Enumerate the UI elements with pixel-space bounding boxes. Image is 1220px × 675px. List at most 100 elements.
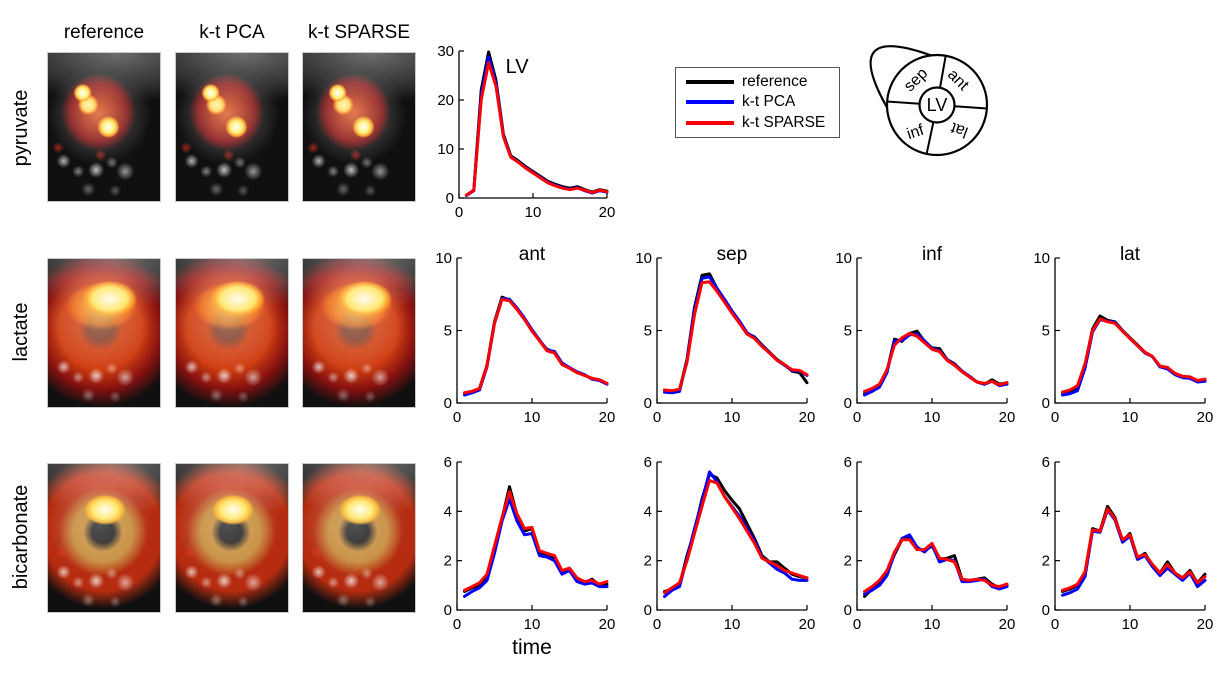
column-header-kt-pca: k-t PCA xyxy=(199,22,265,43)
svg-text:0: 0 xyxy=(1042,395,1050,412)
svg-text:10: 10 xyxy=(724,616,741,633)
legend-line-reference xyxy=(686,80,734,85)
chart-bicarbonate-lat: 0 10 20 0 2 4 6 xyxy=(1025,442,1219,658)
series-k-t PCA xyxy=(1061,318,1207,397)
svg-text:6: 6 xyxy=(1042,454,1050,471)
svg-text:0: 0 xyxy=(644,395,652,412)
series-reference xyxy=(463,295,609,395)
svg-text:0: 0 xyxy=(844,602,852,619)
svg-text:4: 4 xyxy=(1042,503,1050,520)
svg-text:10: 10 xyxy=(524,616,541,633)
svg-text:10: 10 xyxy=(835,250,852,267)
svg-text:20: 20 xyxy=(437,92,454,109)
svg-text:0: 0 xyxy=(453,409,461,426)
legend-item-kt-pca: k-t PCA xyxy=(686,93,833,111)
series-k-t PCA xyxy=(863,533,1009,596)
svg-text:4: 4 xyxy=(844,503,852,520)
inner-ring xyxy=(918,86,956,124)
series-reference xyxy=(663,272,809,393)
svg-text:0: 0 xyxy=(1051,616,1059,633)
svg-text:20: 20 xyxy=(1197,616,1214,633)
svg-text:10: 10 xyxy=(635,250,652,267)
mri-bicarbonate-kt-sparse xyxy=(302,463,416,613)
series-k-t SPARSE xyxy=(863,331,1009,393)
chart-annotation: LV xyxy=(506,56,530,78)
svg-text:0: 0 xyxy=(653,409,661,426)
series-k-t SPARSE xyxy=(1061,317,1207,394)
svg-text:30: 30 xyxy=(437,43,454,60)
mri-bicarbonate-kt-pca xyxy=(175,463,289,613)
chart-title: sep xyxy=(717,244,748,265)
chart-title: lat xyxy=(1120,244,1141,265)
chart-bicarbonate-ant: 0 10 20 0 2 4 6 time xyxy=(427,442,621,659)
legend-item-reference: reference xyxy=(686,73,833,91)
series-k-t PCA xyxy=(463,497,609,598)
svg-text:0: 0 xyxy=(453,616,461,633)
svg-text:10: 10 xyxy=(525,204,542,221)
legend-label-kt-pca: k-t PCA xyxy=(742,93,796,111)
svg-text:0: 0 xyxy=(1042,602,1050,619)
svg-text:10: 10 xyxy=(437,141,454,158)
chart-lactate-inf: inf 0 10 20 0 5 10 xyxy=(827,238,1021,451)
svg-text:2: 2 xyxy=(644,553,652,570)
svg-text:6: 6 xyxy=(844,454,852,471)
legend-line-kt-pca xyxy=(686,100,734,105)
svg-text:2: 2 xyxy=(1042,553,1050,570)
segment-label-lat: lat xyxy=(948,119,970,141)
series-k-t SPARSE xyxy=(463,490,609,592)
divider-right xyxy=(954,105,987,110)
series-k-t PCA xyxy=(663,275,809,395)
mri-pyruvate-reference xyxy=(47,52,161,202)
svg-text:20: 20 xyxy=(799,409,816,426)
svg-text:0: 0 xyxy=(844,395,852,412)
svg-text:10: 10 xyxy=(724,409,741,426)
mri-lactate-reference xyxy=(47,258,161,408)
svg-text:10: 10 xyxy=(1122,409,1139,426)
svg-text:2: 2 xyxy=(444,553,452,570)
svg-text:6: 6 xyxy=(644,454,652,471)
svg-text:5: 5 xyxy=(844,323,852,340)
svg-text:0: 0 xyxy=(455,204,463,221)
series-reference xyxy=(1061,314,1207,395)
mri-lactate-kt-pca xyxy=(175,258,289,408)
svg-text:10: 10 xyxy=(435,250,452,267)
chart-title: ant xyxy=(519,244,546,265)
svg-text:5: 5 xyxy=(444,323,452,340)
x-axis-label: time xyxy=(512,636,552,659)
segment-label-lv: LV xyxy=(927,95,948,115)
mri-bicarbonate-reference xyxy=(47,463,161,613)
svg-text:4: 4 xyxy=(444,503,452,520)
svg-text:0: 0 xyxy=(853,616,861,633)
divider-bottom xyxy=(925,121,935,155)
series-k-t PCA xyxy=(1061,508,1207,597)
divider-top xyxy=(939,55,947,88)
mri-pyruvate-kt-pca xyxy=(175,52,289,202)
svg-text:0: 0 xyxy=(853,409,861,426)
divider-left xyxy=(887,100,920,105)
rv-outline xyxy=(869,45,932,109)
svg-text:20: 20 xyxy=(599,616,616,633)
svg-text:6: 6 xyxy=(444,454,452,471)
series-reference xyxy=(863,535,1009,598)
series-k-t SPARSE xyxy=(863,538,1009,593)
chart-lactate-ant: ant 0 10 20 0 5 10 xyxy=(427,238,621,451)
legend-line-kt-sparse xyxy=(686,120,734,125)
lv-segment-diagram: sep ant inf lat LV xyxy=(869,45,989,157)
svg-text:5: 5 xyxy=(1042,323,1050,340)
row-label-pyruvate: pyruvate xyxy=(10,89,32,167)
chart-bicarbonate-sep: 0 10 20 0 2 4 6 xyxy=(627,442,821,658)
svg-text:5: 5 xyxy=(644,323,652,340)
chart-bicarbonate-inf: 0 10 20 0 2 4 6 xyxy=(827,442,1021,658)
series-k-t SPARSE xyxy=(464,61,609,197)
segment-label-inf: inf xyxy=(905,122,927,144)
svg-text:0: 0 xyxy=(446,190,454,207)
svg-text:0: 0 xyxy=(1051,409,1059,426)
series-k-t SPARSE xyxy=(1061,507,1207,592)
mri-lactate-kt-sparse xyxy=(302,258,416,408)
svg-text:0: 0 xyxy=(644,602,652,619)
legend-item-kt-sparse: k-t SPARSE xyxy=(686,114,833,132)
column-header-reference: reference xyxy=(63,22,145,43)
legend: reference k-t PCA k-t SPARSE xyxy=(675,67,840,138)
svg-text:0: 0 xyxy=(444,395,452,412)
